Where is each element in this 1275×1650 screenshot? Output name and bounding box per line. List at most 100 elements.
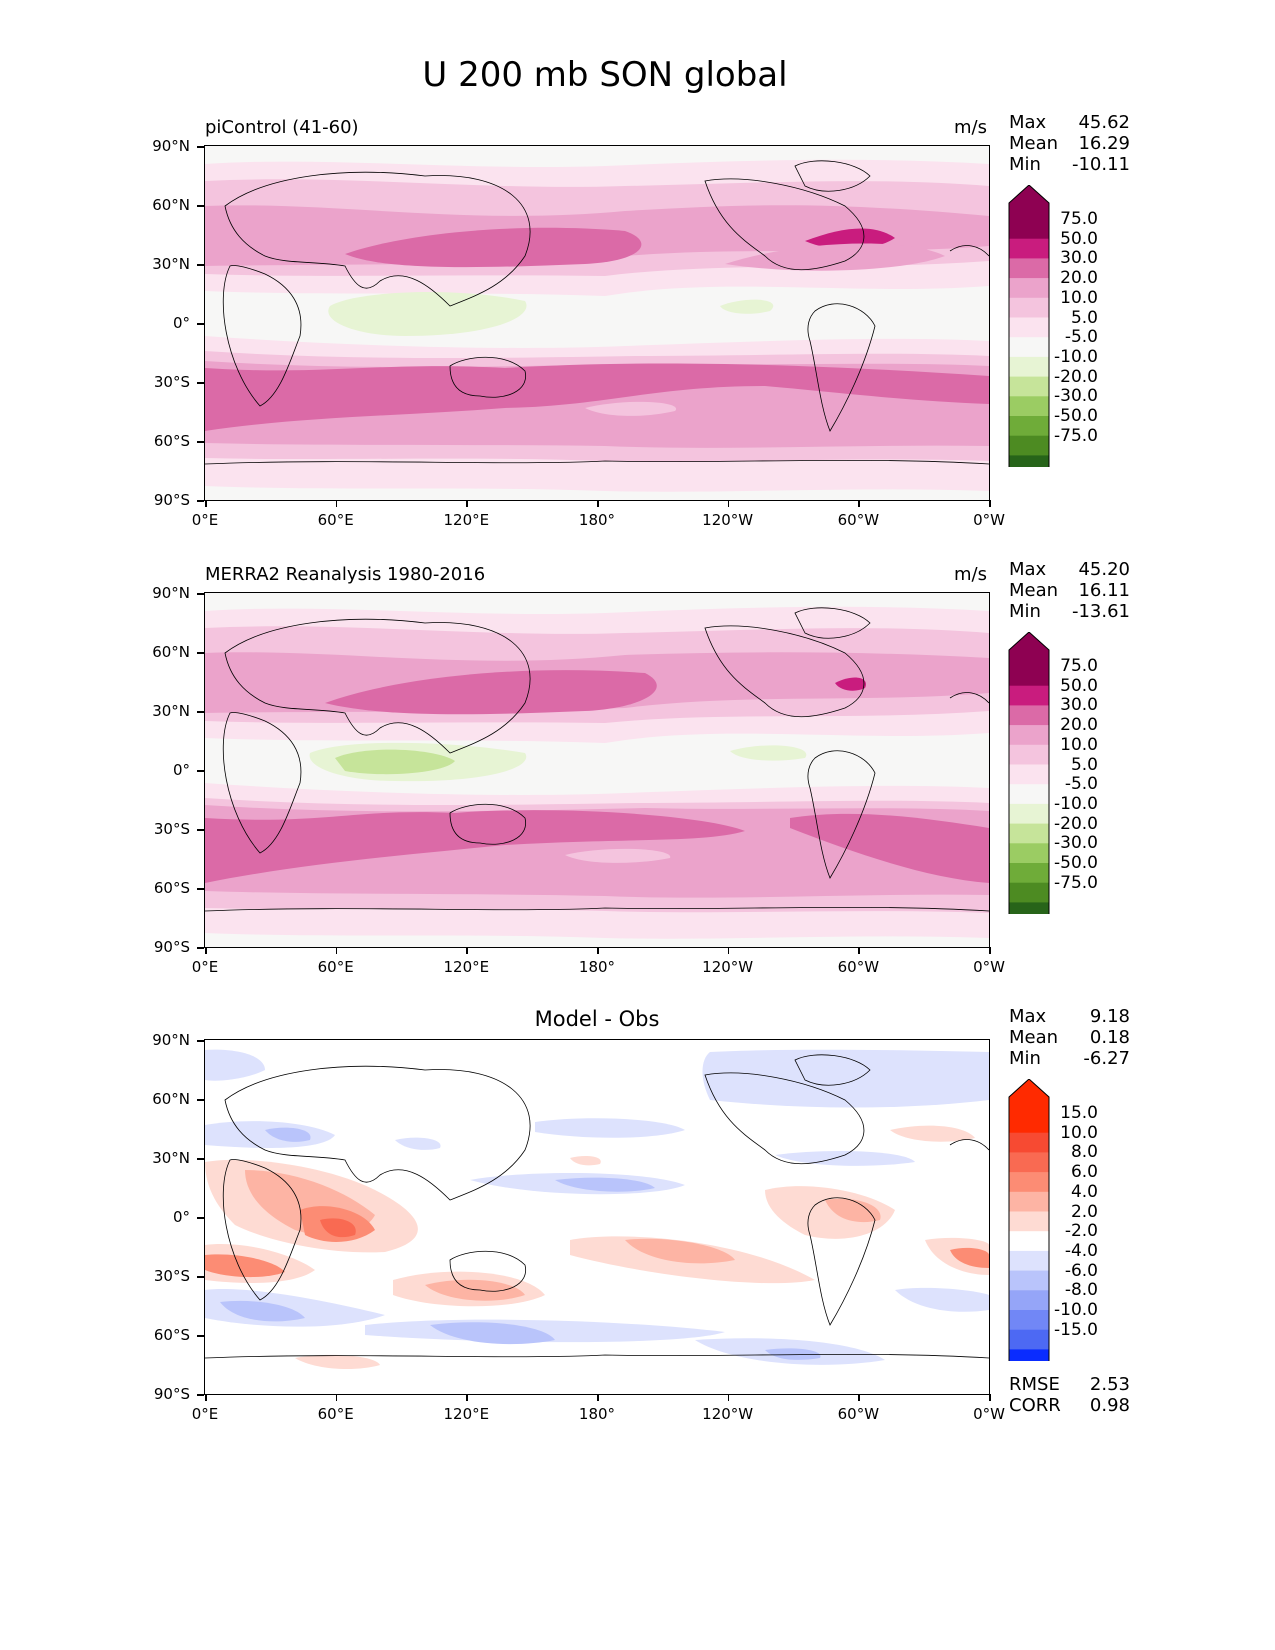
lon-tick-label: 0°E bbox=[191, 511, 219, 529]
lat-tick-mark bbox=[197, 441, 204, 443]
lat-tick-mark bbox=[197, 1158, 204, 1160]
lon-tick-label: 180° bbox=[578, 958, 616, 976]
lat-tick-mark bbox=[197, 829, 204, 831]
lon-tick-label: 60°W bbox=[837, 511, 880, 529]
colorbar-segment bbox=[1009, 356, 1049, 378]
lon-tick-mark bbox=[727, 947, 730, 954]
lat-tick-mark bbox=[197, 264, 204, 266]
colorbar-extend-max bbox=[1009, 185, 1049, 219]
colorbar-segment bbox=[1009, 396, 1049, 417]
lat-tick-mark bbox=[197, 652, 204, 654]
colorbar-segment bbox=[1009, 317, 1049, 338]
colorbar-tick-label: 50.0 bbox=[1060, 675, 1098, 696]
lat-tick-label: 60°S bbox=[153, 879, 190, 897]
lat-tick-label: 30°N bbox=[152, 255, 190, 273]
stat-mean-label: Mean bbox=[1009, 133, 1059, 154]
colorbar-tick-label: -30.0 bbox=[1054, 386, 1098, 407]
units-label: m/s bbox=[954, 117, 987, 138]
lat-tick-label: 30°S bbox=[153, 373, 190, 391]
lon-tick-label: 60°E bbox=[317, 511, 354, 529]
stat-min-value: -6.27 bbox=[1083, 1048, 1130, 1069]
colorbar-segment bbox=[1009, 1172, 1049, 1193]
colorbar-tick-label: 10.0 bbox=[1060, 287, 1098, 308]
lat-tick-label: 30°N bbox=[152, 1149, 190, 1167]
colorbar-segment bbox=[1009, 1250, 1049, 1272]
colorbar-segment bbox=[1009, 764, 1049, 785]
lon-tick-mark bbox=[335, 500, 338, 507]
lat-tick-mark bbox=[197, 888, 204, 890]
colorbar-segment bbox=[1009, 455, 1049, 467]
colorbar-segment bbox=[1009, 1132, 1049, 1153]
lon-tick-label: 180° bbox=[578, 511, 616, 529]
colorbar-tick-label: -5.0 bbox=[1064, 327, 1098, 348]
stat-mean-label: Mean bbox=[1009, 580, 1059, 601]
panel-title: Model - Obs bbox=[534, 1007, 660, 1031]
colorbar-segment bbox=[1009, 1329, 1049, 1350]
lat-tick-label: 90°S bbox=[153, 1385, 190, 1403]
lat-tick-label: 60°S bbox=[153, 432, 190, 450]
stat-max-label: Max bbox=[1009, 559, 1047, 580]
stat-min-value: -10.11 bbox=[1071, 154, 1130, 175]
units-label: m/s bbox=[954, 564, 987, 585]
lat-tick-label: 60°N bbox=[152, 1090, 190, 1108]
colorbar-segment bbox=[1009, 666, 1049, 687]
lat-tick-label: 90°N bbox=[152, 1031, 190, 1049]
colorbar-segment bbox=[1009, 416, 1049, 437]
lat-tick-mark bbox=[197, 323, 204, 325]
colorbar-segment bbox=[1009, 1113, 1049, 1134]
colorbar-tick-label: 75.0 bbox=[1060, 209, 1098, 229]
colorbar-segment bbox=[1009, 1349, 1049, 1361]
lat-tick-mark bbox=[197, 1276, 204, 1278]
colorbar-segment bbox=[1009, 705, 1049, 726]
lon-tick-mark bbox=[205, 500, 207, 507]
lon-tick-mark bbox=[989, 947, 991, 954]
lat-tick-label: 60°S bbox=[153, 1326, 190, 1344]
colorbar-obs bbox=[1008, 632, 1050, 914]
lon-tick-mark bbox=[858, 947, 860, 954]
lon-tick-label: 0°W bbox=[973, 958, 1005, 976]
lon-tick-mark bbox=[989, 500, 991, 507]
colorbar-tick-label: 5.0 bbox=[1070, 754, 1098, 775]
colorbar-tick-label: 30.0 bbox=[1060, 695, 1098, 716]
lat-tick-mark bbox=[197, 1040, 204, 1042]
colorbar-segment bbox=[1009, 376, 1049, 397]
colorbar-diff bbox=[1008, 1079, 1050, 1361]
stat-rmse-label: RMSE bbox=[1009, 1374, 1060, 1395]
stat-rmse-value: 2.53 bbox=[1089, 1374, 1130, 1395]
lat-tick-label: 0° bbox=[172, 761, 190, 779]
stat-min-label: Min bbox=[1009, 601, 1041, 622]
map-model bbox=[205, 146, 989, 500]
lon-tick-label: 0°W bbox=[973, 511, 1005, 529]
stat-max-value: 45.20 bbox=[1078, 559, 1130, 580]
colorbar-segment bbox=[1009, 337, 1049, 358]
stat-min-label: Min bbox=[1009, 1048, 1041, 1069]
lon-tick-mark bbox=[205, 947, 207, 954]
colorbar-extend-max bbox=[1009, 632, 1049, 666]
colorbar-tick-label: 10.0 bbox=[1060, 734, 1098, 755]
colorbar-tick-label: -2.0 bbox=[1064, 1221, 1098, 1242]
colorbar-segment bbox=[1009, 1310, 1049, 1331]
colorbar-tick-label: 30.0 bbox=[1060, 248, 1098, 269]
lon-tick-label: 60°W bbox=[837, 1405, 880, 1423]
lon-tick-mark bbox=[727, 1394, 730, 1401]
colorbar-segment bbox=[1009, 238, 1049, 259]
colorbar-tick-label: -20.0 bbox=[1054, 813, 1098, 834]
lat-tick-mark bbox=[197, 1217, 204, 1219]
lon-tick-label: 120°W bbox=[702, 511, 754, 529]
lat-tick-label: 30°N bbox=[152, 702, 190, 720]
colorbar-tick-label: 5.0 bbox=[1070, 307, 1098, 328]
colorbar-segment bbox=[1009, 1270, 1049, 1291]
lon-tick-mark bbox=[858, 500, 860, 507]
lon-tick-label: 180° bbox=[578, 1405, 616, 1423]
colorbar-segment bbox=[1009, 219, 1049, 240]
colorbar-segment bbox=[1009, 863, 1049, 884]
lon-tick-label: 120°E bbox=[443, 958, 490, 976]
lon-tick-mark bbox=[335, 1394, 338, 1401]
lon-tick-mark bbox=[466, 1394, 468, 1401]
lat-tick-label: 90°S bbox=[153, 938, 190, 956]
map-diff bbox=[205, 1040, 989, 1394]
colorbar-segment bbox=[1009, 902, 1049, 914]
stat-min-value: -13.61 bbox=[1071, 601, 1130, 622]
colorbar-tick-label: -5.0 bbox=[1064, 774, 1098, 795]
lon-tick-mark bbox=[727, 500, 730, 507]
